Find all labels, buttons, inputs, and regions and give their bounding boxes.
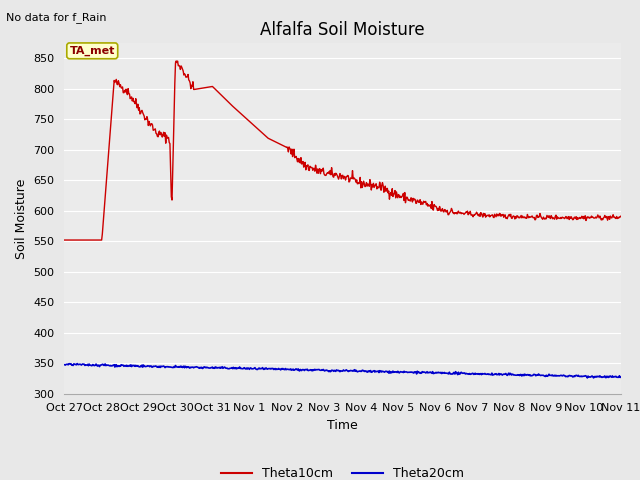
Theta20cm (74, 360, 81, 366)
Text: No data for f_Rain: No data for f_Rain (6, 12, 107, 23)
Theta10cm (172, 58, 180, 64)
Theta10cm (399, 192, 406, 198)
Theta10cm (415, 199, 423, 205)
Theta10cm (617, 213, 625, 219)
Theta10cm (540, 216, 548, 221)
Theta10cm (94, 237, 102, 243)
Y-axis label: Soil Moisture: Soil Moisture (15, 178, 28, 259)
Title: Alfalfa Soil Moisture: Alfalfa Soil Moisture (260, 21, 425, 39)
Theta20cm (540, 373, 548, 379)
Theta20cm (399, 369, 406, 375)
Line: Theta20cm: Theta20cm (64, 363, 621, 378)
Theta10cm (483, 213, 491, 218)
Theta20cm (483, 371, 491, 377)
Theta10cm (60, 237, 68, 243)
Theta20cm (415, 370, 423, 376)
X-axis label: Time: Time (327, 419, 358, 432)
Theta20cm (584, 375, 591, 381)
Theta20cm (384, 369, 392, 374)
Legend: Theta10cm, Theta20cm: Theta10cm, Theta20cm (216, 462, 469, 480)
Theta20cm (60, 362, 68, 368)
Text: TA_met: TA_met (70, 46, 115, 56)
Theta20cm (95, 362, 102, 368)
Theta10cm (384, 190, 392, 196)
Line: Theta10cm: Theta10cm (64, 61, 621, 240)
Theta20cm (617, 374, 625, 380)
